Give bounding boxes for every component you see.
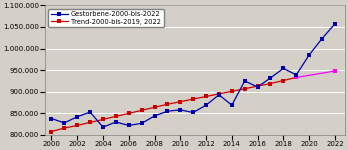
Gestorbene-2000-bis-2022 <box>307 54 311 56</box>
Gestorbene-2000-bis-2022 <box>127 124 131 126</box>
Gestorbene-2000-bis-2022 <box>114 121 118 123</box>
Line: Trend-2000-bis-2019, 2022: Trend-2000-bis-2019, 2022 <box>50 76 298 133</box>
Trend-2000-bis-2019, 2022 <box>127 112 131 114</box>
Gestorbene-2000-bis-2022 <box>230 104 234 106</box>
Trend-2000-bis-2019, 2022 <box>49 131 54 132</box>
Gestorbene-2000-bis-2022 <box>75 116 79 118</box>
Trend-2000-bis-2019, 2022 <box>178 101 182 103</box>
Trend-2000-bis-2019, 2022 <box>204 96 208 97</box>
Gestorbene-2000-bis-2022 <box>165 110 169 112</box>
Trend-2000-bis-2019, 2022 <box>62 127 66 129</box>
Trend-2000-bis-2019, 2022 <box>281 80 285 81</box>
Trend-2000-bis-2019, 2022 <box>88 122 92 123</box>
Trend-2000-bis-2019, 2022 <box>75 124 79 126</box>
Trend-2000-bis-2019, 2022 <box>294 76 298 78</box>
Gestorbene-2000-bis-2022 <box>152 115 157 117</box>
Trend-2000-bis-2019, 2022 <box>191 98 195 100</box>
Trend-2000-bis-2019, 2022 <box>230 90 234 92</box>
Trend-2000-bis-2019, 2022 <box>268 83 272 84</box>
Gestorbene-2000-bis-2022 <box>62 122 66 124</box>
Gestorbene-2000-bis-2022 <box>191 112 195 113</box>
Trend-2000-bis-2019, 2022 <box>243 88 247 90</box>
Legend: Gestorbene-2000-bis-2022, Trend-2000-bis-2019, 2022: Gestorbene-2000-bis-2022, Trend-2000-bis… <box>48 9 164 27</box>
Trend-2000-bis-2019, 2022 <box>140 110 144 111</box>
Gestorbene-2000-bis-2022 <box>294 74 298 76</box>
Gestorbene-2000-bis-2022 <box>243 80 247 82</box>
Gestorbene-2000-bis-2022 <box>320 38 324 39</box>
Trend-2000-bis-2019, 2022 <box>165 103 169 105</box>
Gestorbene-2000-bis-2022 <box>101 126 105 128</box>
Trend-2000-bis-2019, 2022 <box>255 85 260 87</box>
Trend-2000-bis-2019, 2022 <box>114 116 118 117</box>
Gestorbene-2000-bis-2022 <box>333 23 337 25</box>
Gestorbene-2000-bis-2022 <box>178 109 182 111</box>
Trend-2000-bis-2019, 2022 <box>217 93 221 95</box>
Gestorbene-2000-bis-2022 <box>268 77 272 79</box>
Gestorbene-2000-bis-2022 <box>88 111 92 113</box>
Gestorbene-2000-bis-2022 <box>217 94 221 96</box>
Line: Gestorbene-2000-bis-2022: Gestorbene-2000-bis-2022 <box>50 22 337 129</box>
Trend-2000-bis-2019, 2022 <box>152 106 157 108</box>
Gestorbene-2000-bis-2022 <box>204 104 208 106</box>
Gestorbene-2000-bis-2022 <box>49 118 54 119</box>
Gestorbene-2000-bis-2022 <box>255 86 260 88</box>
Gestorbene-2000-bis-2022 <box>140 122 144 124</box>
Trend-2000-bis-2019, 2022 <box>101 118 105 120</box>
Gestorbene-2000-bis-2022 <box>281 68 285 69</box>
